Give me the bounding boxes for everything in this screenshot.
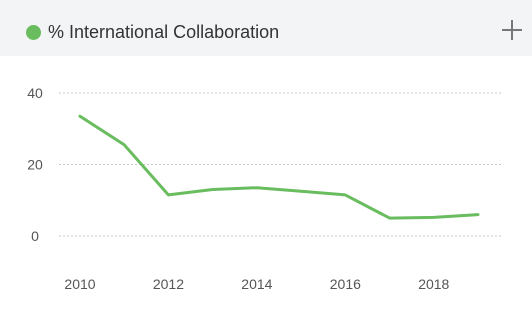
x-tick-label: 2018 <box>418 276 449 292</box>
widget-header: % International Collaboration <box>0 0 532 56</box>
data-point[interactable] <box>339 189 351 201</box>
series-layer <box>74 110 484 224</box>
y-axis-ticks: 0 20 40 <box>27 85 43 244</box>
grid-layer <box>59 92 502 237</box>
y-tick-label: 0 <box>31 228 39 244</box>
legend-dot-icon <box>26 25 41 40</box>
data-point[interactable] <box>207 184 219 196</box>
data-point[interactable] <box>295 185 307 197</box>
data-point[interactable] <box>384 212 396 224</box>
line-chart: 0 20 40 2010 2012 2014 2016 2018 <box>27 85 502 292</box>
x-tick-label: 2010 <box>64 276 95 292</box>
x-tick-label: 2014 <box>241 276 272 292</box>
x-tick-label: 2016 <box>330 276 361 292</box>
series-line[interactable] <box>78 114 480 220</box>
data-point[interactable] <box>428 211 440 223</box>
chart-area: 0 20 40 2010 2012 2014 2016 2018 <box>0 56 532 326</box>
x-axis-ticks: 2010 2012 2014 2016 2018 <box>64 276 449 292</box>
data-point[interactable] <box>162 189 174 201</box>
data-point[interactable] <box>472 209 484 221</box>
data-point[interactable] <box>118 139 130 151</box>
x-tick-label: 2012 <box>153 276 184 292</box>
y-tick-label: 40 <box>27 85 43 101</box>
widget-title: % International Collaboration <box>48 22 280 42</box>
data-point[interactable] <box>74 110 86 122</box>
data-point[interactable] <box>251 182 263 194</box>
add-button[interactable] <box>496 14 528 46</box>
y-tick-label: 20 <box>27 157 43 173</box>
